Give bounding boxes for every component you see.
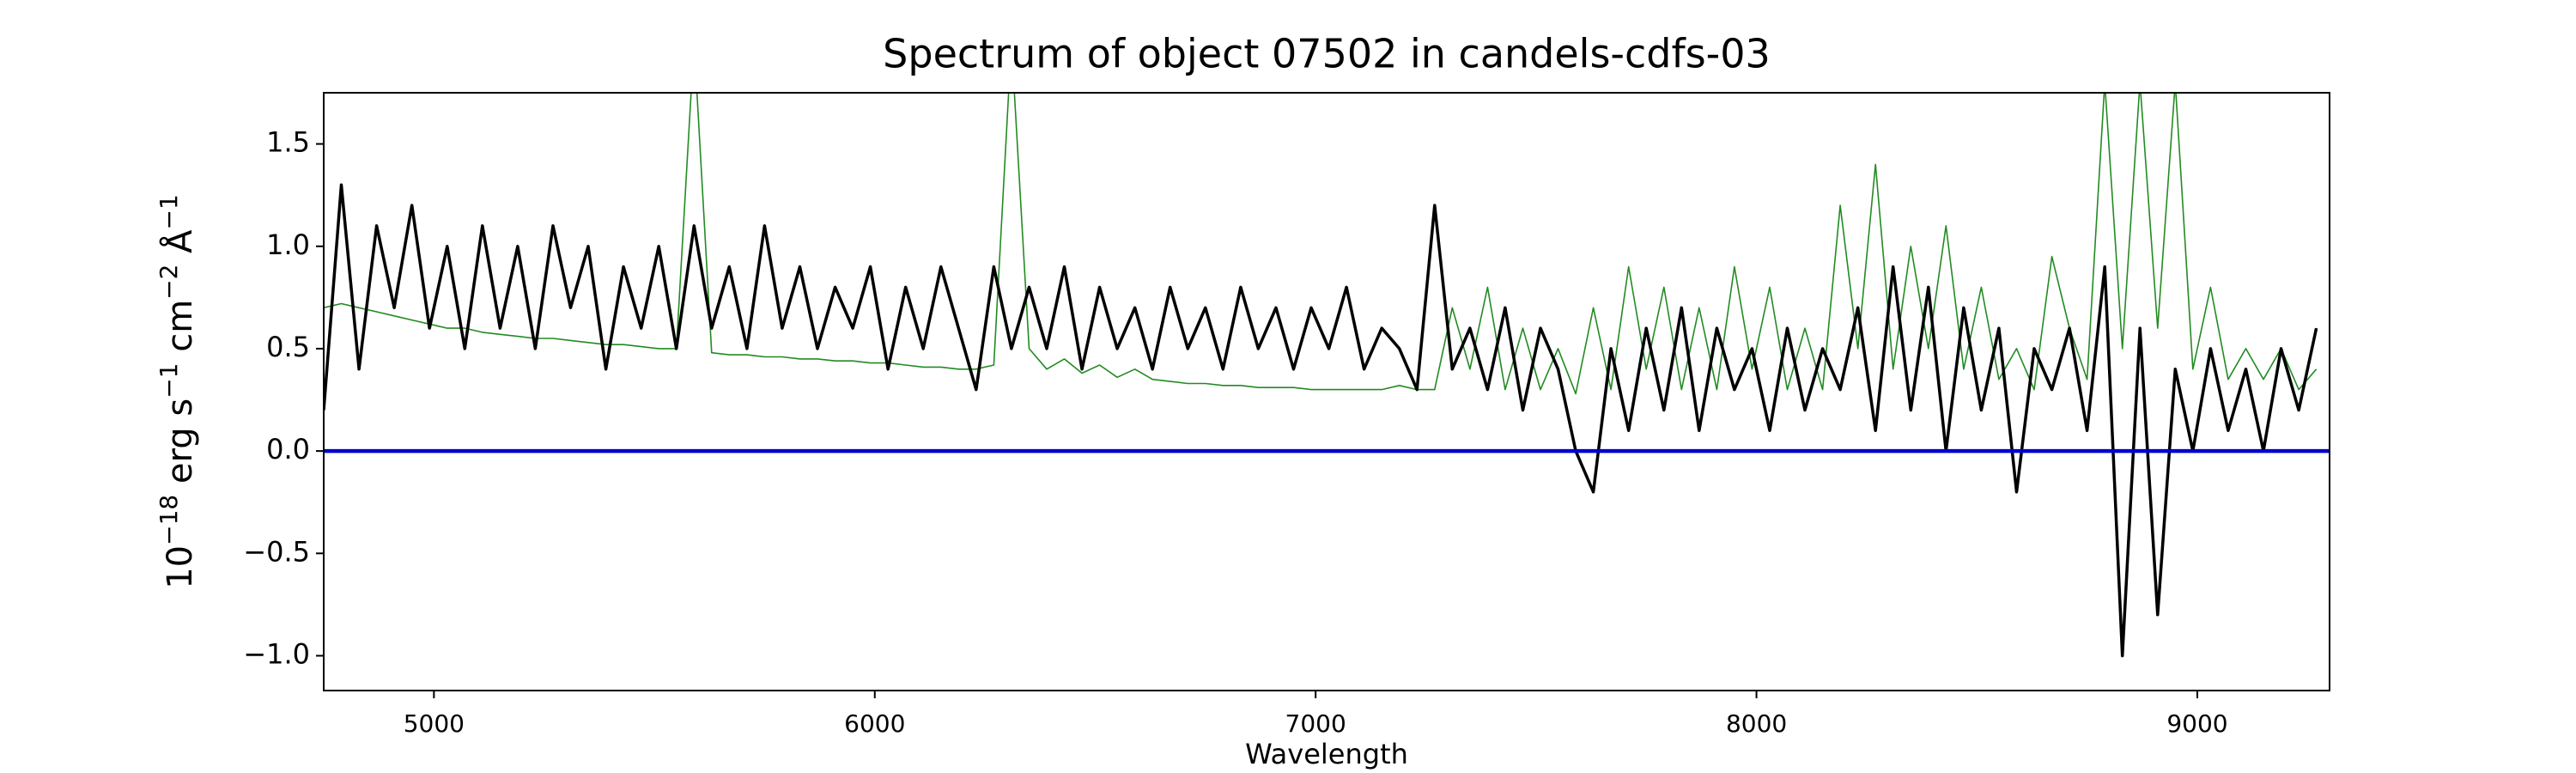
y-tick-label: 0.5 bbox=[266, 331, 310, 363]
y-label-superscript: −2 bbox=[155, 265, 183, 300]
y-label-superscript: −18 bbox=[155, 495, 183, 545]
y-label-superscript: −1 bbox=[155, 363, 183, 399]
y-tick-label: −0.5 bbox=[243, 535, 310, 568]
axes: 5000 6000 7000 8000 9000 −1.0 −0.5 0.0 0.5 1.0 1.5 bbox=[243, 92, 2330, 738]
y-tick-label: −1.0 bbox=[243, 637, 310, 670]
y-tick-label: 1.0 bbox=[266, 228, 310, 261]
x-tick-label: 7000 bbox=[1285, 709, 1346, 738]
y-axis-label: 10−18 erg s−1 cm−2 Å−1 bbox=[155, 194, 200, 589]
x-tick-label: 6000 bbox=[844, 709, 905, 738]
y-label-part: cm bbox=[161, 300, 200, 363]
y-label-superscript: −1 bbox=[155, 194, 183, 229]
y-tick-label: 1.5 bbox=[266, 126, 310, 159]
x-axis-label: Wavelength bbox=[1245, 738, 1408, 770]
plot-area bbox=[324, 93, 2330, 658]
chart-title: Spectrum of object 07502 in candels-cdfs… bbox=[883, 31, 1771, 77]
x-tick-label: 5000 bbox=[404, 709, 465, 738]
y-label-part: 10 bbox=[161, 545, 200, 589]
axes-frame bbox=[323, 92, 2330, 691]
x-tick-label: 8000 bbox=[1726, 709, 1787, 738]
spectrum-line bbox=[324, 93, 2318, 395]
y-label-part: Å bbox=[159, 229, 200, 265]
spectrum-line bbox=[324, 183, 2318, 658]
y-label-part: erg s bbox=[161, 399, 200, 495]
x-tick-label: 9000 bbox=[2166, 709, 2227, 738]
y-tick-label: 0.0 bbox=[266, 433, 310, 466]
